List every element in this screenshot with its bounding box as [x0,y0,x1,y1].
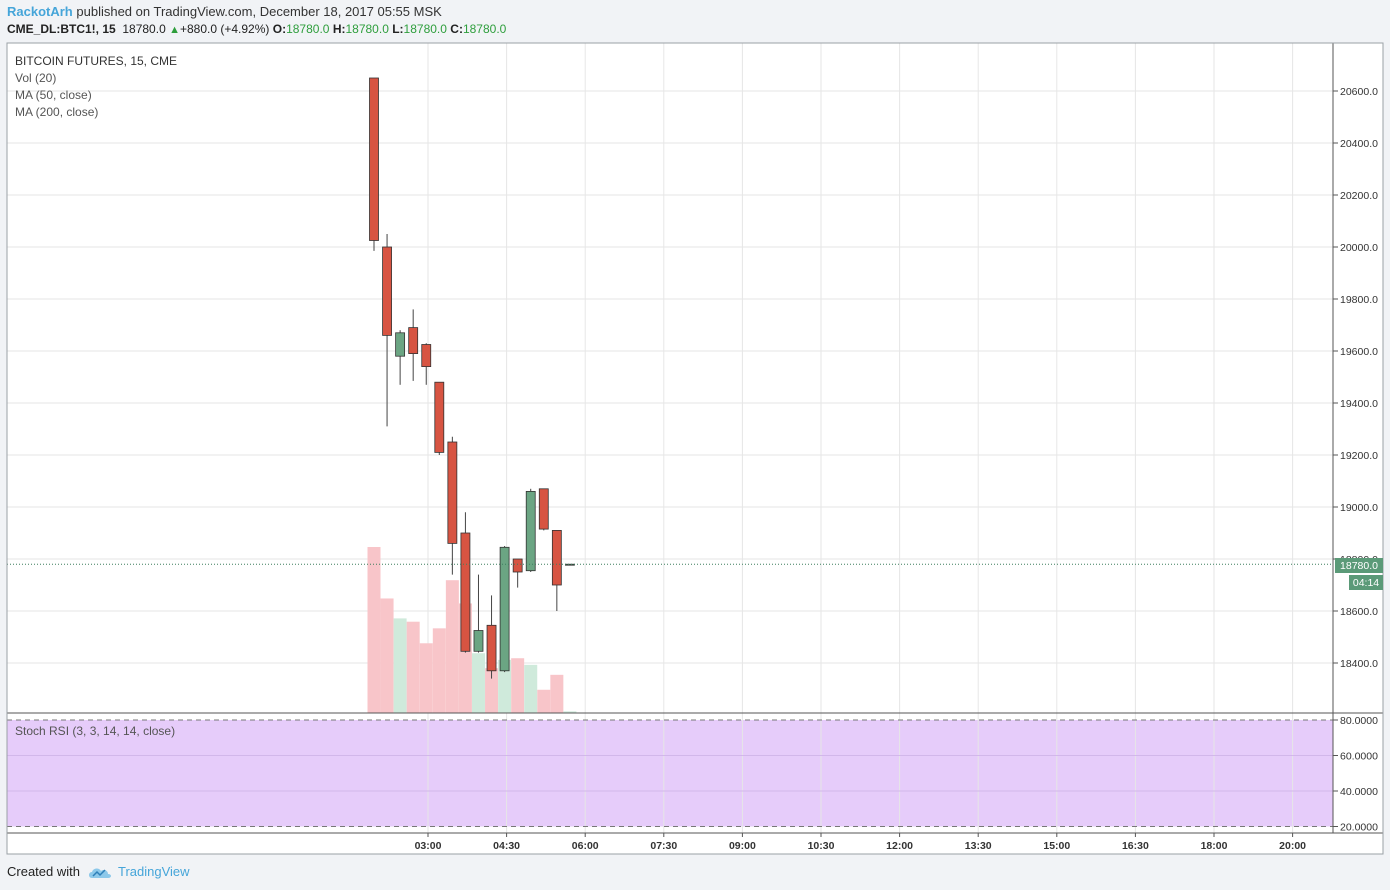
author-link[interactable]: RackotArh [7,4,73,19]
last-price-marker [1335,558,1383,573]
y-tick-label: 20600.0 [1340,86,1378,98]
high-value: 18780.0 [345,22,389,36]
candle-body [525,490,536,572]
open-value: 18780.0 [286,22,330,36]
tradingview-link[interactable]: TradingView [117,864,190,879]
stoch-tick-label: 60.0000 [1340,751,1378,763]
last-price: 18780.0 [122,22,166,36]
high-label: H: [332,22,346,36]
volume-bar [367,547,381,713]
symbol-name: CME_DL:BTC1!, 15 [7,22,116,36]
tradingview-logo-icon [88,867,111,878]
x-tick-label: 12:00 [886,840,913,852]
stoch-tick-label: 80.0000 [1340,715,1378,727]
volume-bar [485,668,499,713]
triangle-up-icon: ▲ [169,24,180,36]
low-value: 18780.0 [403,22,447,36]
candle-body [382,246,392,336]
candle-body [369,77,379,241]
chart-background [7,43,1383,854]
legend-ma50: MA (50, close) [15,88,92,102]
chart-frame [6,42,1384,855]
x-tick-label: 15:00 [1043,840,1070,852]
close-label: C: [450,22,463,36]
y-tick-label: 20400.0 [1340,138,1378,150]
volume-bar [511,658,525,713]
y-tick-label: 19800.0 [1340,294,1378,306]
y-tick-label: 19600.0 [1340,346,1378,358]
y-tick-label: 19000.0 [1340,502,1378,514]
chart-axes: 03:00 04:30 06:00 07:30 09:00 10:30 12:00 13:30… [6,42,1384,855]
candle-body [395,332,406,357]
symbol-bar: CME_DL:BTC1!, 15 18780.0 ▲+880.0 (+4.92%… [7,22,506,36]
y-tick-label: 19400.0 [1340,398,1378,410]
candle-body [486,624,497,672]
publish-info: RackotArh published on TradingView.com, … [7,4,442,19]
candle-body [447,441,458,544]
close-value: 18780.0 [462,22,507,36]
volume-bar [498,659,512,713]
candlesticks [369,77,575,679]
candle-body [499,546,510,672]
volume-bar [406,621,420,713]
volume-bar [445,580,459,713]
candle-body [551,530,562,586]
candle-body [512,558,523,573]
x-tick-label: 18:00 [1201,840,1228,852]
x-tick-label: 07:30 [650,840,677,852]
open-label: O: [272,22,287,36]
candle-body [460,532,471,652]
candle-body [408,327,419,355]
y-tick-label: 19200.0 [1340,450,1378,462]
price-markers: 18780.0 04:14 [1335,558,1383,590]
y-tick-label: 18600.0 [1340,606,1378,618]
legend-volume: Vol (20) [15,71,56,85]
legend-title: BITCOIN FUTURES, 15, CME [15,54,177,68]
volume-bars [367,547,577,713]
x-tick-label: 09:00 [729,840,756,852]
price-change: +880.0 (+4.92%) [179,22,270,36]
candle-body [473,630,484,652]
candle-body [421,344,432,368]
last-price-marker-text: 18780.0 [1340,560,1378,572]
volume-bar [419,643,433,713]
price-chart[interactable]: 03:00 04:30 06:00 07:30 09:00 10:30 12:00 13:30… [0,0,1390,860]
x-tick-label: 10:30 [808,840,835,852]
stoch-tick-label: 20.0000 [1340,822,1378,834]
x-tick-label: 03:00 [415,840,442,852]
x-tick-label: 20:00 [1279,840,1306,852]
volume-bar [524,664,538,713]
stoch-rsi-pane [7,720,1333,827]
volume-bar [550,674,564,713]
chart-legend: BITCOIN FUTURES, 15, CME Vol (20) MA (50… [15,54,177,738]
volume-bar [471,653,485,713]
published-text: published on TradingView.com, December 1… [76,4,442,19]
x-tick-label: 13:30 [965,840,992,852]
countdown-marker [1349,575,1383,590]
volume-bar [393,618,407,713]
stoch-rsi-label: Stoch RSI (3, 3, 14, 14, close) [15,724,175,738]
legend-ma200: MA (200, close) [15,105,98,119]
x-tick-label: 04:30 [493,840,520,852]
volume-bar [380,598,394,713]
y-tick-label: 20000.0 [1340,242,1378,254]
low-label: L: [392,22,404,36]
countdown-text: 04:14 [1353,577,1379,589]
volume-bar [563,711,577,713]
stoch-tick-label: 40.0000 [1340,786,1378,798]
x-tick-label: 06:00 [572,840,599,852]
footer: Created with TradingView [7,864,190,879]
y-tick-label: 18400.0 [1340,658,1378,670]
volume-bar [432,628,446,713]
candle-body [565,563,575,566]
volume-bar [537,689,551,713]
candle-body [434,381,445,453]
created-with-text: Created with [7,864,80,879]
x-tick-label: 16:30 [1122,840,1149,852]
stoch-band [7,720,1333,827]
y-tick-label: 20200.0 [1340,190,1378,202]
candle-body [538,488,549,530]
